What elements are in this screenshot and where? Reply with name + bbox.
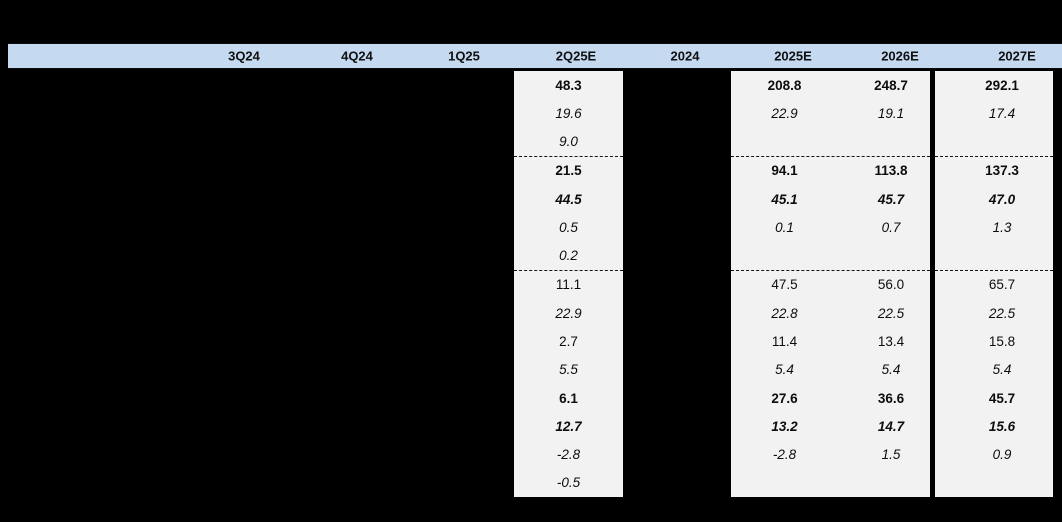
table-cell: 248.7 xyxy=(874,77,908,93)
header-cell-1q25: 1Q25 xyxy=(448,48,480,64)
table-cell: 1.5 xyxy=(881,447,901,463)
table-cell: 44.5 xyxy=(555,191,582,207)
table-cell: 5.4 xyxy=(881,362,901,378)
table-cell: 56.0 xyxy=(877,277,905,293)
table-header-row: 3Q24 4Q24 1Q25 2Q25E 2024 2025E 2026E 20… xyxy=(8,43,1062,69)
header-cell-4q24: 4Q24 xyxy=(341,48,373,64)
table-cell: 113.8 xyxy=(874,163,908,179)
table-cell xyxy=(935,242,1053,270)
table-cell: 65.7 xyxy=(988,277,1016,293)
table-cell: 36.6 xyxy=(877,390,905,406)
table-cell: 0.2 xyxy=(559,248,578,264)
table-cell: 17.4 xyxy=(988,105,1016,121)
table-cell xyxy=(731,469,838,497)
table-cell: 2.7 xyxy=(559,334,578,350)
table-cell xyxy=(731,242,838,270)
table-cell: -0.5 xyxy=(556,475,581,491)
column-2q25e: 48.3 19.6 9.0 21.5 44.5 0.5 0.2 11.1 22.… xyxy=(514,71,623,497)
table-cell xyxy=(838,469,930,497)
table-cell: 5.5 xyxy=(559,362,578,378)
table-cell xyxy=(935,469,1053,497)
table-cell: 5.4 xyxy=(992,362,1012,378)
header-cell-2024: 2024 xyxy=(670,48,700,64)
table-cell: 12.7 xyxy=(555,418,582,434)
header-cell-3q24: 3Q24 xyxy=(228,48,260,64)
table-cell: 13.2 xyxy=(771,418,798,434)
table-cell: 45.7 xyxy=(988,390,1016,406)
table-cell: 0.5 xyxy=(559,219,578,235)
column-2027e: 292.1 17.4 137.3 47.0 1.3 65.7 22.5 15.8… xyxy=(935,71,1053,497)
table-cell: 15.6 xyxy=(988,418,1016,434)
table-cell: 19.6 xyxy=(555,105,582,121)
table-cell: 0.9 xyxy=(992,447,1012,463)
table-cell: 0.1 xyxy=(775,219,794,235)
table-cell: 137.3 xyxy=(985,163,1019,179)
table-cell xyxy=(731,128,838,156)
table-cell xyxy=(838,128,930,156)
table-cell: 5.4 xyxy=(775,362,794,378)
header-cell-2026e: 2026E xyxy=(881,48,919,64)
table-cell: 15.8 xyxy=(988,334,1016,350)
table-cell: 22.5 xyxy=(988,305,1016,321)
table-cell: 22.8 xyxy=(771,305,798,321)
table-cell: 11.1 xyxy=(555,277,582,293)
column-2025e-2026e: 208.8 248.7 22.9 19.1 94.1 113.8 45.1 45.7 0… xyxy=(731,71,930,497)
table-cell: 14.7 xyxy=(877,418,905,434)
header-cell-2027e: 2027E xyxy=(998,48,1036,64)
table-cell: 292.1 xyxy=(985,77,1019,93)
table-cell: 6.1 xyxy=(559,390,578,406)
header-cell-2q25e: 2Q25E xyxy=(555,48,597,64)
table-cell: 9.0 xyxy=(559,134,578,150)
table-cell: 1.3 xyxy=(992,219,1012,235)
table-cell: 45.1 xyxy=(771,191,798,207)
table-cell: 47.0 xyxy=(988,191,1016,207)
table-cell: 13.4 xyxy=(877,334,905,350)
table-cell: 22.9 xyxy=(555,305,582,321)
table-cell xyxy=(838,242,930,270)
header-cell-2025e: 2025E xyxy=(774,48,812,64)
table-cell: 22.9 xyxy=(771,105,798,121)
table-cell: 19.1 xyxy=(877,105,905,121)
table-cell: -2.8 xyxy=(772,447,797,463)
table-cell: 94.1 xyxy=(771,163,798,179)
table-cell xyxy=(935,128,1053,156)
table-cell: 11.4 xyxy=(771,334,798,350)
table-cell: -2.8 xyxy=(556,447,581,463)
table-cell: 208.8 xyxy=(767,77,802,93)
table-cell: 27.6 xyxy=(771,390,798,406)
table-cell: 22.5 xyxy=(877,305,905,321)
table-cell: 0.7 xyxy=(881,219,901,235)
table-cell: 45.7 xyxy=(877,191,905,207)
table-cell: 48.3 xyxy=(555,77,582,93)
table-cell: 21.5 xyxy=(555,163,582,179)
table-cell: 47.5 xyxy=(771,277,798,293)
